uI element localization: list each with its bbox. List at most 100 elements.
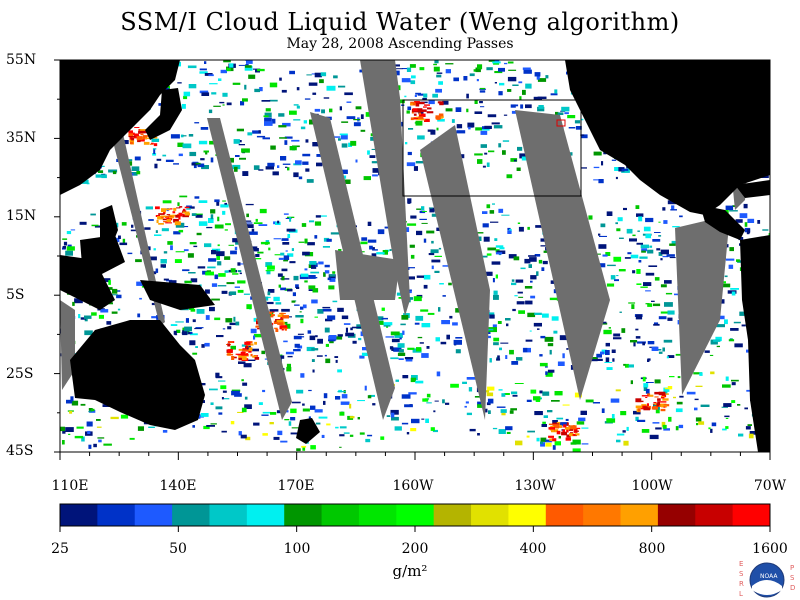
colorbar-swatch [60,504,98,526]
cloud-pixel [456,130,466,134]
cloud-pixel [607,264,616,267]
cloud-pixel [739,311,748,316]
cloud-pixel [574,120,581,124]
cloud-pixel [596,253,601,255]
cloud-pixel [508,254,517,259]
cloud-pixel [537,78,547,82]
cloud-pixel [263,115,269,118]
cloud-pixel [520,267,526,270]
cloud-pixel [647,358,651,361]
cloud-pixel [540,442,545,447]
cloud-pixel [446,334,450,340]
cloud-pixel [768,233,770,237]
cloud-pixel [402,330,405,335]
cloud-pixel [96,426,102,428]
cloud-pixel [371,253,377,258]
cloud-pixel [308,275,316,279]
cloud-pixel [415,380,424,384]
cloud-pixel [487,398,494,404]
cloud-pixel [289,217,292,222]
cloud-pixel [623,363,626,366]
cloud-pixel [233,316,236,322]
cloud-pixel [381,307,385,311]
cloud-pixel [235,321,240,326]
cloud-pixel [170,134,180,139]
cloud-pixel [398,99,405,104]
cloud-pixel [554,89,558,94]
cloud-pixel [224,202,228,205]
cloud-pixel [520,104,524,109]
cloud-pixel [332,300,338,303]
cloud-pixel [148,219,154,221]
cloud-pixel [79,221,87,225]
cloud-pixel [678,424,684,429]
cloud-pixel [652,303,661,307]
swath-5 [420,125,490,420]
cloud-pixel [394,332,403,338]
cloud-pixel [188,272,196,274]
cloud-pixel [437,51,439,53]
cloud-pixel [545,371,548,375]
cloud-pixel [479,101,483,104]
cloud-pixel-high [168,208,173,210]
lon-label-160w: 160W [392,478,434,494]
cloud-pixel [745,426,751,430]
cloud-pixel [299,311,302,313]
lat-label-25s: 25S [6,366,34,382]
cloud-pixel [591,357,598,360]
cloud-pixel [486,392,494,397]
cloud-pixel [203,425,210,430]
cloud-pixel [599,235,607,237]
cloud-pixel [694,398,699,401]
cloud-pixel [466,412,472,416]
cloud-pixel [518,296,524,298]
cloud-pixel [619,311,622,313]
cloud-pixel-high [238,355,244,360]
cloud-pixel [226,282,235,285]
cloud-pixel [162,430,168,433]
cloud-pixel [530,275,537,280]
cloud-pixel-high [155,206,160,210]
cloud-pixel [415,315,424,321]
cloud-pixel [570,152,573,156]
cloud-pixel [574,392,582,398]
cloud-pixel [637,419,646,422]
cloud-pixel [399,337,402,340]
cloud-pixel [432,429,438,433]
cloud-pixel-high [158,223,164,225]
cloud-pixel [186,205,192,207]
cloud-pixel [401,394,411,399]
cloud-pixel [189,151,197,157]
cloud-pixel-high [184,206,190,209]
cloud-pixel [213,105,221,107]
cloud-pixel-high [136,136,143,141]
cloud-pixel [372,247,375,251]
cloud-pixel [66,231,72,235]
cloud-pixel [103,443,112,446]
cloud-pixel-high [654,396,659,398]
cloud-pixel [606,418,616,423]
cloud-pixel [199,90,209,94]
cloud-pixel-high [661,405,667,408]
cloud-pixel [310,271,320,274]
colorbar-swatch [695,504,734,526]
cloud-pixel [747,218,755,223]
cloud-pixel-high [138,130,145,134]
cloud-pixel [638,260,642,263]
cloud-pixel [87,430,91,434]
cloud-pixel [616,439,621,443]
cloud-pixel [265,270,275,272]
cloud-pixel [121,222,127,226]
cloud-pixel [264,121,273,126]
cloud-pixel-high [553,426,560,429]
cloud-pixel [485,57,490,59]
cloud-pixel [74,435,83,439]
cloud-pixel [281,89,287,93]
cloud-pixel [496,358,501,361]
cloud-pixel [633,342,636,347]
cloud-pixel [293,104,299,106]
cloud-pixel [716,345,720,348]
cloud-pixel-high [166,217,173,221]
cloud-pixel [116,294,122,299]
cloud-pixel-high [562,429,566,433]
